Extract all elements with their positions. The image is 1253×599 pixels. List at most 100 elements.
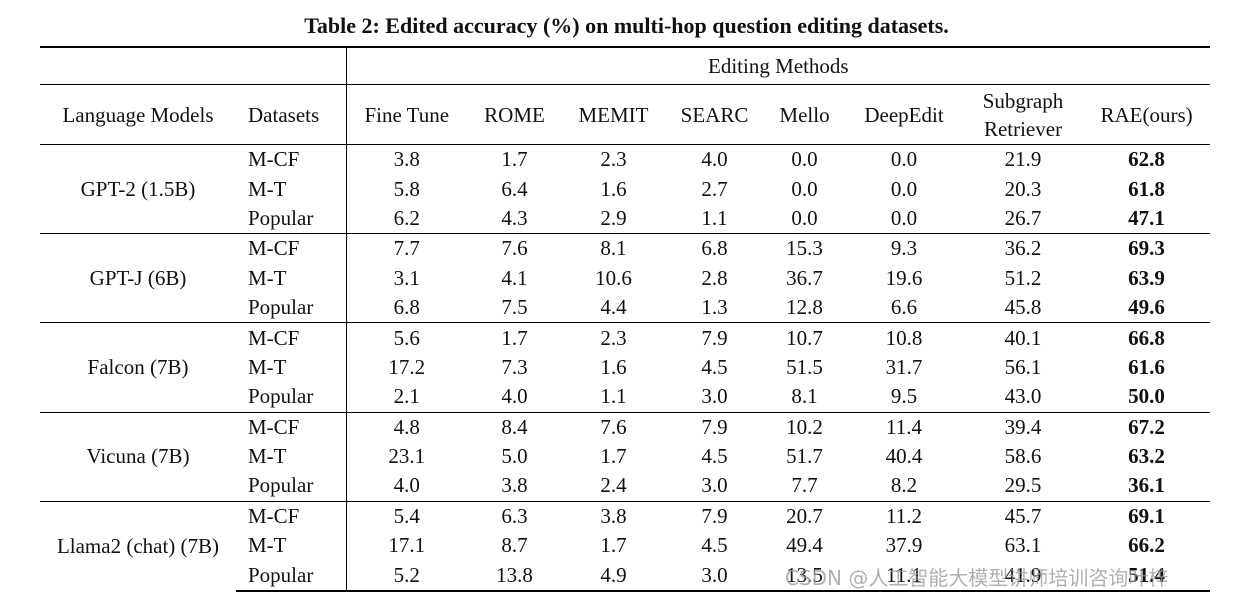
value-cell: 6.4 <box>501 176 528 201</box>
data-row: M-T 5.8 6.4 1.6 2.7 0.0 0.0 20.3 61.8 <box>40 174 1210 204</box>
value-cell: 0.0 <box>791 147 818 172</box>
dataset-name: M-CF <box>248 147 300 172</box>
value-cell: 51.5 <box>786 354 823 379</box>
model-name: GPT-J (6B) <box>40 233 236 323</box>
column-header: Datasets <box>236 84 346 145</box>
value-cell: 7.3 <box>501 354 528 379</box>
value-cell: 3.8 <box>345 144 467 175</box>
value-cell: 1.1 <box>600 384 627 409</box>
value-cell: 7.6 <box>562 411 665 442</box>
value-cell: 15.3 <box>764 233 845 264</box>
value-cell: 11.1 <box>845 560 963 592</box>
value-cell: 45.8 <box>1004 295 1042 320</box>
table-title: Table 2: Edited accuracy (%) on multi-ho… <box>304 13 949 38</box>
value-cell: 66.8 <box>1083 322 1211 353</box>
data-row: Llama2 (chat) (7B) M-CF 5.4 6.3 3.8 7.9 20.7 11… <box>40 500 1211 591</box>
value-cell: 2.1 <box>345 382 467 413</box>
value-cell: 1.6 <box>600 176 627 201</box>
value-cell: 10.2 <box>764 411 845 442</box>
value-cell: 0.0 <box>890 205 918 230</box>
value-cell: 2.3 <box>600 147 627 172</box>
dataset-name: Popular <box>248 473 314 498</box>
dataset-name: Popular <box>248 384 314 409</box>
data-row: Popular 4.0 3.8 2.4 3.0 7.7 8.2 29.5 36.1 <box>40 471 1210 502</box>
value-cell: 4.0 <box>501 384 528 409</box>
value-cell: 2.4 <box>600 473 627 498</box>
dataset-name: M-CF <box>236 500 346 532</box>
value-cell: 0.0 <box>890 147 918 172</box>
column-header: ROME <box>467 84 562 145</box>
value-cell: 8.4 <box>467 411 562 442</box>
value-cell: 63.9 <box>1128 265 1165 290</box>
data-row: M-T 17.2 7.3 1.6 4.5 51.5 31.7 56.1 61.6 <box>40 352 1210 383</box>
value-cell: 7.7 <box>791 473 818 498</box>
value-cell: 0.0 <box>890 176 918 201</box>
value-cell: 51.7 <box>786 444 823 469</box>
column-header: Fine Tune <box>345 84 467 145</box>
value-cell: 3.0 <box>701 473 728 498</box>
value-cell: 26.7 <box>1004 205 1042 230</box>
value-cell: 5.0 <box>501 444 528 469</box>
value-cell: 1.3 <box>701 295 728 320</box>
header-row: Language Models Datasets Fine Tune ROME MEMI… <box>40 84 1211 145</box>
value-cell: 41.9 <box>963 560 1083 592</box>
value-cell: 4.8 <box>345 411 467 442</box>
value-cell: 6.8 <box>345 292 467 323</box>
value-cell: 1.1 <box>701 205 728 230</box>
value-cell: 1.7 <box>467 322 562 353</box>
value-cell: 49.6 <box>1128 295 1165 320</box>
value-cell: 6.2 <box>345 203 467 234</box>
dataset-name: M-CF <box>236 233 346 264</box>
results-table: Editing Methods Language Models Datasets Fi… <box>40 46 1211 592</box>
value-cell: 7.5 <box>501 295 528 320</box>
column-header: Mello <box>764 84 845 145</box>
dataset-name: M-T <box>248 265 287 290</box>
value-cell: 36.2 <box>963 233 1083 264</box>
value-cell: 58.6 <box>1004 444 1042 469</box>
value-cell: 47.1 <box>1128 205 1165 230</box>
value-cell: 69.3 <box>1083 233 1211 264</box>
dataset-name: M-T <box>248 176 287 201</box>
header-group: Editing Methods <box>345 46 1211 85</box>
value-cell: 63.1 <box>1004 533 1042 558</box>
value-cell: 19.6 <box>885 265 923 290</box>
value-cell: 6.6 <box>890 295 918 320</box>
data-row: GPT-J (6B) M-CF 7.7 7.6 8.1 6.8 15.3 9.3 36.2 69.… <box>40 233 1211 323</box>
data-row: Falcon (7B) M-CF 5.6 1.7 2.3 7.9 10.7 10.8 40.1 6… <box>40 322 1211 413</box>
data-row: GPT-2 (1.5B) M-CF 3.8 1.7 2.3 4.0 0.0 0.0 21.9 62… <box>40 144 1210 201</box>
value-cell: 61.6 <box>1128 354 1165 379</box>
dataset-name: Popular <box>248 205 314 230</box>
value-cell: 7.6 <box>467 233 562 264</box>
dataset-name: M-CF <box>236 322 346 353</box>
value-cell: 51.4 <box>1083 560 1211 592</box>
value-cell: 13.5 <box>764 560 845 592</box>
value-cell: 66.2 <box>1128 533 1165 558</box>
value-cell: 51.2 <box>1004 265 1042 290</box>
value-cell: 8.1 <box>791 384 818 409</box>
value-cell: 4.0 <box>701 147 728 172</box>
value-cell: 3.8 <box>562 500 665 532</box>
value-cell: 2.7 <box>701 176 728 201</box>
value-cell: 39.4 <box>963 411 1083 442</box>
value-cell: 36.7 <box>786 265 823 290</box>
value-cell: 4.5 <box>701 354 728 379</box>
value-cell: 10.7 <box>764 322 845 353</box>
value-cell: 21.9 <box>1004 147 1042 172</box>
value-cell: 5.6 <box>345 322 467 353</box>
dataset-name: M-T <box>248 354 287 379</box>
data-row: Vicuna (7B) M-CF 4.8 8.4 7.6 7.9 10.2 11.4 39.4 6… <box>40 411 1211 502</box>
value-cell: 10.6 <box>595 265 632 290</box>
value-cell: 45.7 <box>963 500 1083 532</box>
model-name: Llama2 (chat) (7B) <box>40 500 236 591</box>
data-row: Popular 2.1 4.0 1.1 3.0 8.1 9.5 43.0 50.0 <box>40 382 1210 413</box>
value-cell: 1.7 <box>600 533 627 558</box>
value-cell: 3.0 <box>701 384 728 409</box>
value-cell: 11.4 <box>845 411 963 442</box>
model-name: Falcon (7B) <box>40 322 236 413</box>
column-header: MEMIT <box>562 84 665 145</box>
value-cell: 63.2 <box>1128 444 1165 469</box>
value-cell: 9.3 <box>845 233 963 264</box>
value-cell: 37.9 <box>885 533 923 558</box>
value-cell: 8.2 <box>890 473 918 498</box>
value-cell: 2.3 <box>562 322 665 353</box>
